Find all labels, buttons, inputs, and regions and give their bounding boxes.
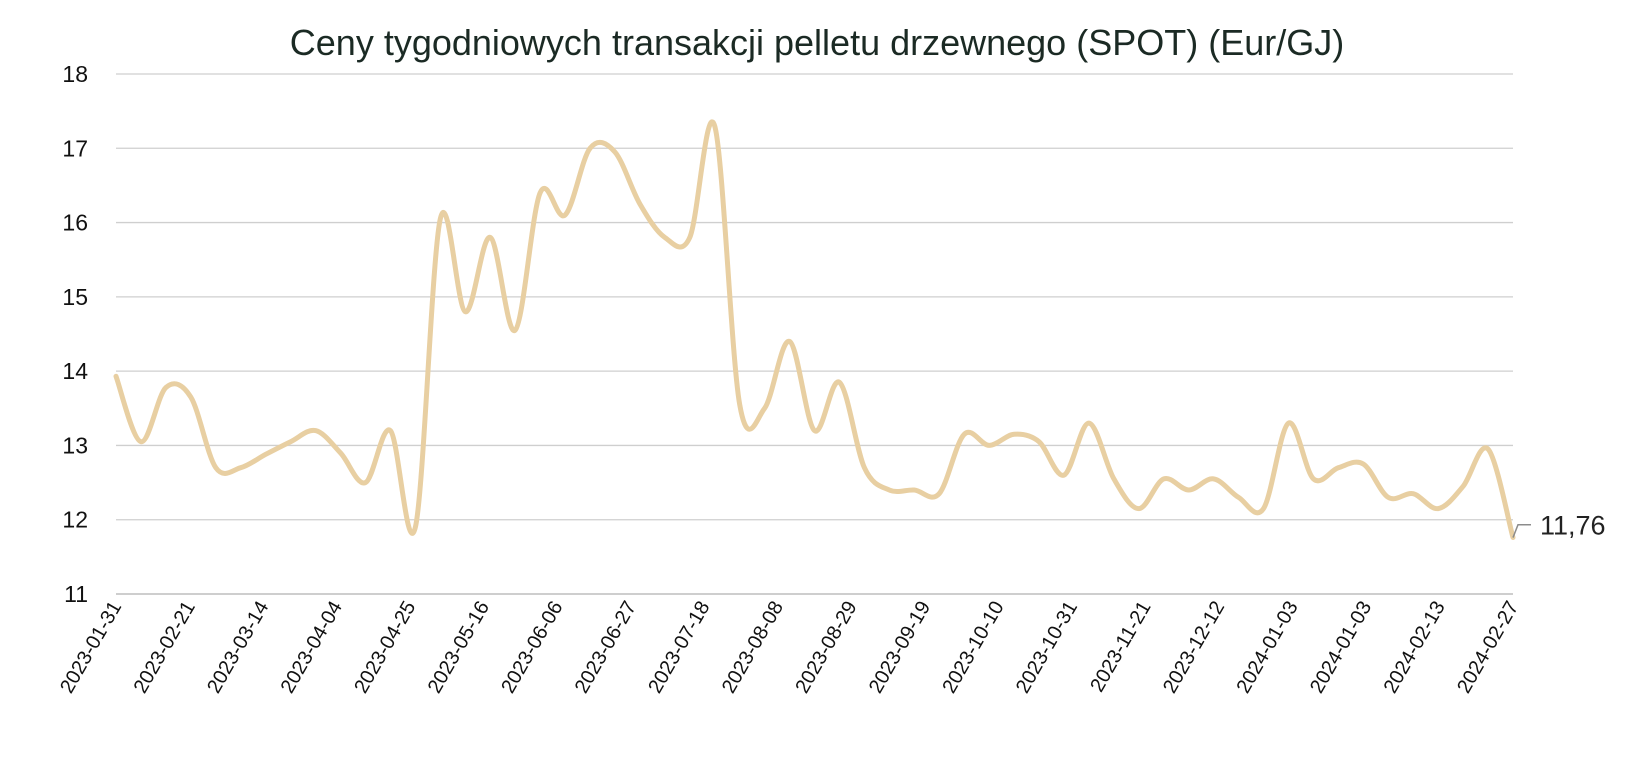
y-tick-label: 16 bbox=[62, 210, 88, 236]
x-tick-label: 2023-03-14 bbox=[203, 598, 273, 698]
y-tick-label: 17 bbox=[62, 135, 88, 161]
y-axis-ticks: 11 12 13 14 15 16 17 18 bbox=[62, 61, 88, 607]
gridlines bbox=[116, 73, 1513, 595]
y-tick-label: 13 bbox=[62, 432, 88, 458]
last-value-annotation: 11,76 bbox=[1512, 511, 1606, 541]
last-value-leader bbox=[1512, 523, 1531, 538]
x-tick-label: 2023-10-10 bbox=[938, 598, 1008, 698]
x-tick-label: 2023-11-21 bbox=[1086, 598, 1155, 696]
y-tick-label: 18 bbox=[62, 61, 88, 87]
y-tick-label: 15 bbox=[62, 284, 88, 310]
x-tick-label: 2023-05-16 bbox=[424, 598, 494, 698]
x-tick-label: 2023-06-06 bbox=[497, 598, 567, 698]
x-tick-label: 2023-12-12 bbox=[1159, 598, 1229, 698]
x-tick-label: 2023-04-25 bbox=[350, 598, 420, 698]
x-tick-label: 2024-02-27 bbox=[1453, 598, 1523, 698]
x-axis-ticks: 2023-01-31 2023-02-21 2023-03-14 2023-04-04… bbox=[56, 598, 1523, 698]
y-tick-label: 11 bbox=[64, 581, 88, 607]
x-tick-label: 2023-09-19 bbox=[865, 598, 935, 698]
x-tick-label: 2023-01-31 bbox=[56, 598, 126, 698]
y-tick-label: 12 bbox=[62, 507, 88, 533]
x-tick-label: 2023-10-31 bbox=[1012, 598, 1082, 698]
x-tick-label: 2023-08-08 bbox=[718, 598, 788, 698]
y-tick-label: 14 bbox=[62, 358, 88, 384]
series-line-0 bbox=[113, 119, 1516, 540]
x-tick-label: 2024-02-13 bbox=[1380, 598, 1450, 698]
x-tick-label: 2023-07-18 bbox=[644, 598, 714, 698]
series-layer bbox=[113, 119, 1516, 540]
x-tick-label: 2023-02-21 bbox=[130, 598, 200, 698]
chart-title: Ceny tygodniowych transakcji pelletu drz… bbox=[290, 22, 1344, 63]
x-tick-label: 2023-04-04 bbox=[277, 598, 347, 698]
last-value-label: 11,76 bbox=[1540, 511, 1606, 541]
x-tick-label: 2023-08-29 bbox=[791, 598, 861, 698]
x-tick-label: 2024-01-03 bbox=[1233, 598, 1303, 698]
x-tick-label: 2024-01-03 bbox=[1306, 598, 1376, 698]
x-tick-label: 2023-06-27 bbox=[571, 598, 641, 698]
